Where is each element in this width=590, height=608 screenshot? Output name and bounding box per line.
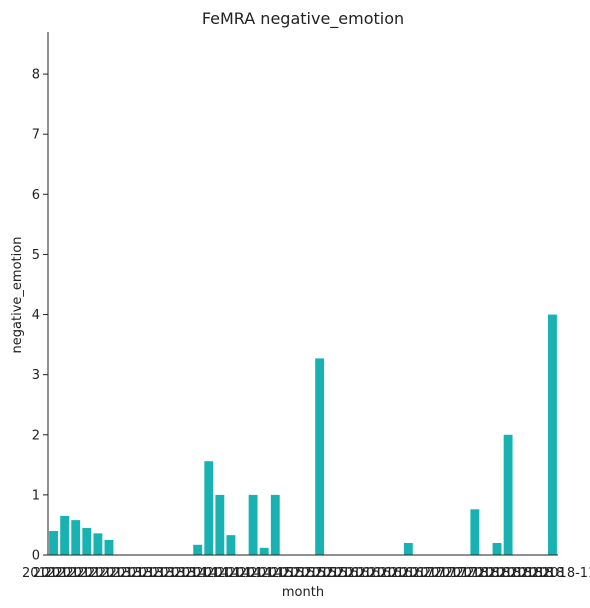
x-tick-label: 2015	[293, 566, 326, 581]
x-axis-label: month	[282, 585, 324, 600]
bar	[193, 544, 203, 555]
x-tick-label: 2018	[510, 566, 543, 581]
x-tick-label: 2015	[304, 566, 337, 581]
x-tick-label: 2015	[260, 566, 293, 581]
x-tick-label: 2013	[120, 566, 153, 581]
y-axis-ticks: 0 1 2 3 4 5 6 7 8	[32, 68, 48, 564]
bar	[259, 547, 269, 555]
x-axis-ticks: 2012201220122012201220122012201320132013…	[22, 566, 590, 581]
bar	[60, 515, 70, 555]
x-tick-label: 2014	[239, 566, 272, 581]
x-tick-label: 2017	[445, 566, 478, 581]
x-tick-label: 2014	[195, 566, 228, 581]
x-tick-label: 2014	[185, 566, 218, 581]
x-tick-label: 2012	[65, 566, 98, 581]
bar	[204, 461, 214, 555]
x-tick-label: 2013	[141, 566, 174, 581]
bar	[403, 542, 413, 555]
x-tick-label: 2013	[130, 566, 163, 581]
x-tick-label: 2016	[380, 566, 413, 581]
x-tick-label: 2014	[228, 566, 261, 581]
x-tick-label: 2017	[412, 566, 445, 581]
bar	[548, 314, 557, 555]
x-tick-label: 2016	[390, 566, 423, 581]
x-tick-label: 2018-11	[542, 566, 590, 581]
x-tick-label: 2017	[434, 566, 467, 581]
bar	[82, 527, 92, 555]
x-tick-label: 2013	[98, 566, 131, 581]
bar	[215, 494, 225, 555]
y-axis-label: negative_emotion	[10, 237, 25, 354]
bar	[492, 542, 502, 555]
x-tick-label: 2013	[163, 566, 196, 581]
x-tick-label: 2018	[488, 566, 521, 581]
x-tick-label: 2014	[250, 566, 283, 581]
x-tick-label: 2012	[33, 566, 66, 581]
x-tick-label: 2015	[271, 566, 304, 581]
x-tick-label: 2017	[401, 566, 434, 581]
x-tick-label: 2014	[206, 566, 239, 581]
y-tick-label: 7	[32, 128, 40, 143]
x-tick-label: 2012	[55, 566, 88, 581]
chart-title: FeMRA negative_emotion	[202, 9, 404, 29]
y-tick-label: 8	[32, 68, 40, 83]
bar	[104, 539, 114, 555]
bar	[315, 358, 325, 555]
x-tick-label: 2018	[477, 566, 510, 581]
x-tick-label: 2014	[174, 566, 207, 581]
y-tick-label: 6	[32, 188, 40, 203]
x-tick-label: 2013	[152, 566, 185, 581]
x-tick-label: 2018	[466, 566, 499, 581]
x-tick-label: 2015	[315, 566, 348, 581]
x-tick-label: 2015	[282, 566, 315, 581]
y-tick-label: 0	[32, 549, 40, 564]
x-tick-label: 2016	[369, 566, 402, 581]
x-tick-label: 2016	[336, 566, 369, 581]
y-tick-label: 2	[32, 428, 40, 443]
x-tick-label: 2016	[347, 566, 380, 581]
x-tick-label: 2012	[44, 566, 77, 581]
bar	[93, 533, 103, 555]
bar	[71, 520, 81, 555]
x-tick-label: 2012	[87, 566, 120, 581]
bar	[470, 509, 480, 555]
bar	[248, 494, 258, 555]
x-tick-label: 2012	[22, 566, 55, 581]
bar	[503, 434, 513, 555]
x-tick-label: 2014	[217, 566, 250, 581]
bars	[49, 314, 557, 555]
x-tick-label: 2017	[423, 566, 456, 581]
x-tick-label: 2016	[325, 566, 358, 581]
bar	[270, 494, 280, 555]
bar	[49, 530, 58, 555]
y-tick-label: 3	[32, 368, 40, 383]
x-tick-label: 2018	[455, 566, 488, 581]
x-tick-label: 2016	[358, 566, 391, 581]
bar	[226, 535, 236, 555]
x-tick-label: 2012	[76, 566, 109, 581]
x-tick-label: 2013	[109, 566, 142, 581]
x-tick-label: 2018	[531, 566, 564, 581]
y-tick-label: 1	[32, 488, 40, 503]
x-tick-label: 2018	[520, 566, 553, 581]
y-tick-label: 4	[32, 308, 40, 323]
y-tick-label: 5	[32, 248, 40, 263]
x-tick-label: 2018	[499, 566, 532, 581]
